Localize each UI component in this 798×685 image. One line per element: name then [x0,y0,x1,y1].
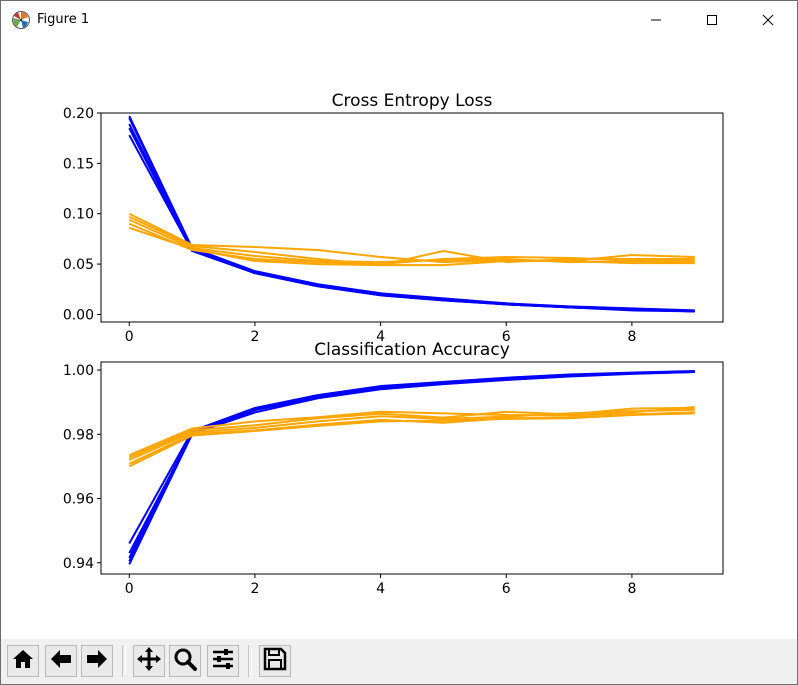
toolbar-separator [122,645,126,677]
chart2-series-line-5 [128,369,695,544]
figure-canvas[interactable]: 0 2 4 6 8 0.00 0.05 0.10 0.15 0.20 Cross Entropy L… [1,40,797,639]
close-button[interactable] [745,1,791,40]
save-button[interactable] [259,645,291,677]
chart1-x-tick-label: 6 [502,329,511,345]
chart2-x-tick-label: 2 [250,581,259,597]
chart1-x-tick-label: 8 [627,329,636,345]
pan-button[interactable] [133,645,165,677]
chart2-x-tick-label: 0 [125,581,134,597]
chart1-x-tick-label: 0 [125,329,134,345]
chart1-y-tick-label: 0.00 [63,307,94,323]
chart2-y-tick-label: 0.96 [63,492,94,508]
chart1-y-tick-label: 0.20 [63,106,94,122]
chart2-series-line-6 [128,405,695,457]
pan-icon [136,646,162,676]
chart1-y-tick-label: 0.15 [63,156,94,172]
back-icon [48,646,74,676]
matplotlib-icon [11,10,31,30]
chart2-series-line-2 [128,370,695,562]
configure-subplots-button[interactable] [207,645,239,677]
chart1-series-line-10 [128,226,695,267]
zoom-button[interactable] [169,645,201,677]
chart2-y-tick-label: 0.98 [63,427,94,443]
chart1-title: Cross Entropy Loss [332,91,493,111]
chart2-series-line-8 [128,408,695,461]
chart1-y-tick-label: 0.05 [63,257,94,273]
zoom-icon [172,646,198,676]
title-bar[interactable]: Figure 1 [1,1,797,40]
forward-icon [84,646,110,676]
chart2-y-tick-label: 1.00 [63,363,94,379]
chart1-axes-frame [100,112,724,323]
close-icon [762,11,774,30]
minimize-button[interactable] [633,1,679,40]
chart1-series-line-5 [128,134,695,313]
chart2-y-tick-label: 0.94 [63,556,94,572]
window-title: Figure 1 [37,12,90,27]
chart2-axes-frame [100,361,724,575]
maximize-button[interactable] [689,1,735,40]
chart1-series-line-1 [128,115,695,312]
chart1-series-line-2 [128,117,695,313]
chart2-series-line-4 [128,370,695,554]
configure-subplots-icon [210,646,236,676]
maximize-icon [706,11,718,30]
chart2-series-line-10 [128,412,695,468]
chart1-series-line-3 [128,123,695,313]
forward-button[interactable] [81,645,113,677]
chart2-series-line-1 [128,370,695,565]
chart2-title: Classification Accuracy [314,340,510,360]
chart1-x-tick-label: 4 [376,329,385,345]
figure-svg: 0 2 4 6 8 0.00 0.05 0.10 0.15 0.20 Cross Entropy L… [63,91,724,597]
chart1-y-tick-label: 0.10 [63,207,94,223]
back-button[interactable] [45,645,77,677]
chart1-x-tick-label: 2 [250,329,259,345]
chart1-series-line-4 [128,127,695,313]
toolbar-separator [248,645,252,677]
home-icon [10,646,36,676]
minimize-icon [650,11,662,30]
chart1-series-line-6 [128,212,695,264]
chart2-series-line-3 [128,370,695,559]
save-icon [262,646,288,676]
chart2-x-tick-label: 8 [627,581,636,597]
home-button[interactable] [7,645,39,677]
navigation-toolbar [1,639,797,684]
chart2-x-tick-label: 4 [376,581,385,597]
chart2-x-tick-label: 6 [502,581,511,597]
